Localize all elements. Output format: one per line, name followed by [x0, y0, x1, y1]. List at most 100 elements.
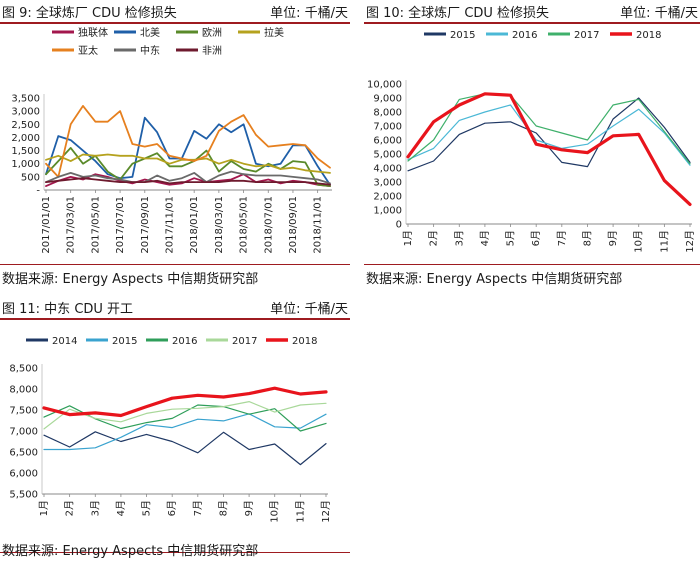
figure-10-panel: 图 10: 全球炼厂 CDU 检修损失 单位: 千桶/天 2015 2016 201… [364, 0, 700, 290]
x-tick-label: 10月 [633, 230, 645, 253]
x-tick-label: 9月 [607, 230, 619, 246]
legend-label-2014: 2014 [52, 336, 77, 347]
x-tick-label: 2017/03/01 [66, 196, 77, 254]
y-tick-label: 6,000 [373, 136, 402, 147]
x-tick-label: 2018/05/01 [239, 196, 250, 254]
legend-label-2017: 2017 [232, 336, 257, 347]
x-tick-label: 2018/01/01 [189, 196, 200, 254]
x-tick-label: 6月 [166, 500, 178, 516]
y-tick-label: 9,000 [373, 94, 402, 105]
x-tick-label: 2017/01/01 [41, 196, 52, 254]
x-tick-label: 10月 [269, 500, 281, 523]
series-line-2014 [43, 431, 327, 466]
y-tick-label: 5,000 [373, 150, 402, 161]
x-tick-label: 2018/11/01 [313, 196, 324, 254]
figure-11-source-divider [0, 552, 350, 553]
x-tick-label: 11月 [294, 500, 306, 523]
legend-label-2017: 2017 [574, 30, 599, 41]
x-tick-label: 5月 [141, 500, 153, 516]
y-tick-label: 1,000 [373, 206, 402, 217]
legend-label-2018: 2018 [636, 30, 661, 41]
y-tick-label: - [36, 186, 40, 197]
legend-label-2015: 2015 [112, 336, 137, 347]
series-line-非洲 [45, 177, 331, 186]
y-tick-label: 8,000 [9, 385, 38, 396]
figure-11-header: 图 11: 中东 CDU 开工 单位: 千桶/天 [0, 296, 350, 320]
series-line-2017 [43, 400, 327, 430]
legend-label-2016: 2016 [512, 30, 537, 41]
series-line-2015 [43, 413, 327, 451]
x-tick-label: 8月 [581, 230, 593, 246]
x-tick-label: 1月 [38, 500, 50, 516]
series-line-北美 [45, 116, 331, 186]
y-tick-label: 3,500 [11, 94, 40, 105]
y-tick-label: 7,000 [9, 427, 38, 438]
legend-label-非洲: 非洲 [202, 45, 222, 57]
y-tick-label: 4,000 [373, 164, 402, 175]
y-tick-label: 1,500 [11, 146, 40, 157]
y-tick-label: 6,500 [9, 448, 38, 459]
x-tick-label: 2017/11/01 [164, 196, 175, 254]
y-tick-label: 10,000 [367, 80, 402, 91]
y-tick-label: 2,000 [11, 133, 40, 144]
figure-9-source: 数据来源: Energy Aspects 中信期货研究部 [2, 272, 259, 287]
x-tick-label: 7月 [556, 230, 568, 246]
x-tick-label: 8月 [217, 500, 229, 516]
series-line-2018 [42, 386, 328, 418]
figure-9-title: 图 9: 全球炼厂 CDU 检修损失 [2, 6, 177, 21]
x-tick-label: 2018/03/01 [214, 196, 225, 254]
x-tick-label: 7月 [192, 500, 204, 516]
x-tick-label: 11月 [658, 230, 670, 253]
y-tick-label: 6,000 [9, 469, 38, 480]
x-tick-label: 2月 [428, 230, 440, 246]
figure-11-source: 数据来源: Energy Aspects 中信期货研究部 [2, 544, 259, 559]
series-line-2015 [407, 97, 691, 172]
y-tick-label: 8,000 [373, 108, 402, 119]
legend-label-中东: 中东 [140, 44, 160, 57]
x-tick-label: 9月 [243, 500, 255, 516]
x-tick-label: 4月 [479, 230, 491, 246]
x-tick-label: 5月 [505, 230, 517, 246]
y-tick-label: 0 [396, 220, 402, 231]
x-tick-label: 2月 [64, 500, 76, 516]
legend-label-2016: 2016 [172, 336, 197, 347]
legend-label-2018: 2018 [292, 336, 317, 347]
figure-10-unit: 单位: 千桶/天 [620, 6, 698, 21]
x-tick-label: 3月 [89, 500, 101, 516]
y-tick-label: 2,000 [373, 192, 402, 203]
x-tick-label: 2018/09/01 [288, 196, 299, 254]
figure-10-chart: 2015 2016 2017 2018 0 1,000 2,000 3,000 4,000 5,0… [367, 30, 696, 253]
figure-11-title: 图 11: 中东 CDU 开工 [2, 302, 134, 317]
x-tick-label: 2017/07/01 [115, 196, 126, 254]
x-tick-label: 4月 [115, 500, 127, 516]
series-line-亚太 [45, 105, 331, 178]
figure-10-header: 图 10: 全球炼厂 CDU 检修损失 单位: 千桶/天 [364, 0, 700, 24]
y-tick-label: 1,000 [11, 159, 40, 170]
series-line-中东 [45, 170, 331, 185]
series-line-2018 [406, 92, 692, 206]
y-tick-label: 500 [21, 172, 40, 183]
x-tick-label: 6月 [530, 230, 542, 246]
x-tick-label: 12月 [684, 230, 696, 253]
figure-11-chart: 2014 2015 2016 2017 2018 5,500 6,000 6,500 7,000… [9, 336, 332, 523]
y-tick-label: 2,500 [11, 120, 40, 131]
x-tick-label: 3月 [453, 230, 465, 246]
series-line-2016 [407, 104, 691, 166]
figure-9-panel: 图 9: 全球炼厂 CDU 检修损失 单位: 千桶/天 独联体 北美 欧洲 拉美 亚太 中… [0, 0, 350, 290]
x-tick-label: 12月 [320, 500, 332, 523]
y-tick-label: 7,000 [373, 122, 402, 133]
figure-10-title: 图 10: 全球炼厂 CDU 检修损失 [366, 6, 550, 21]
legend-label-2015: 2015 [450, 30, 475, 41]
legend-label-北美: 北美 [140, 26, 160, 39]
figure-9-header: 图 9: 全球炼厂 CDU 检修损失 单位: 千桶/天 [0, 0, 350, 24]
y-tick-label: 5,500 [9, 490, 38, 501]
x-tick-label: 2017/05/01 [90, 196, 101, 254]
figure-10-source: 数据来源: Energy Aspects 中信期货研究部 [366, 272, 623, 287]
legend-label-拉美: 拉美 [264, 26, 284, 39]
figure-9-unit: 单位: 千桶/天 [270, 6, 348, 21]
series-line-欧洲 [45, 147, 331, 188]
x-tick-label: 2017/09/01 [140, 196, 151, 254]
legend-label-独联体: 独联体 [78, 26, 108, 39]
x-tick-label: 1月 [402, 230, 414, 246]
